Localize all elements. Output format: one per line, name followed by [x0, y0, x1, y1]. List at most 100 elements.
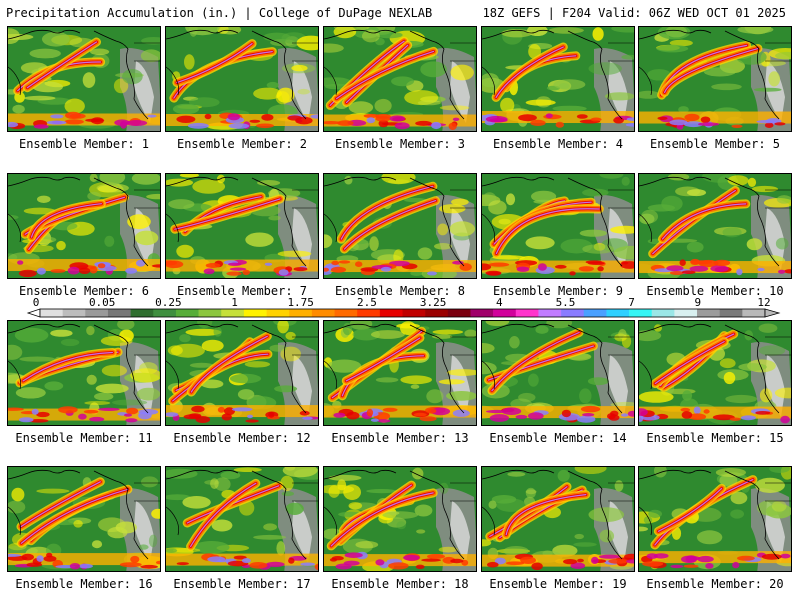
colorbar-tick-label: 0.05: [88, 296, 116, 309]
precip-map-17: [165, 466, 319, 572]
ensemble-panel-14: Ensemble Member: 14: [481, 320, 635, 460]
colorbar-scale: [26, 308, 781, 318]
colorbar-swatch: [402, 309, 426, 317]
colorbar-swatch: [243, 309, 267, 317]
chart-title: Precipitation Accumulation (in.) | Colle…: [6, 6, 433, 20]
ensemble-panel-17: Ensemble Member: 17: [165, 466, 319, 606]
precip-map-16: [7, 466, 161, 572]
ensemble-panel-15: Ensemble Member: 15: [638, 320, 792, 460]
colorbar-tick-label: 4: [495, 296, 503, 309]
colorbar-swatch: [651, 309, 675, 317]
colorbar-swatch: [674, 309, 698, 317]
run-valid-time: 18Z GEFS | F204 Valid: 06Z WED OCT 01 20…: [482, 6, 786, 20]
precip-map-19: [481, 466, 635, 572]
precip-map-9: [481, 173, 635, 279]
colorbar-swatch: [334, 309, 358, 317]
precip-map-3: [323, 26, 477, 132]
colorbar-swatch: [719, 309, 743, 317]
precip-map-1: [7, 26, 161, 132]
colorbar-tick-label: 0.25: [155, 296, 182, 309]
colorbar-swatch: [85, 309, 109, 317]
colorbar-swatch: [561, 309, 585, 317]
colorbar-swatch: [742, 309, 766, 317]
ensemble-panel-10: Ensemble Member: 10: [638, 173, 792, 313]
colorbar-swatch: [583, 309, 607, 317]
ensemble-member-label: Ensemble Member: 7: [176, 284, 308, 298]
precip-map-13: [323, 320, 477, 426]
precip-map-2: [165, 26, 319, 132]
ensemble-member-label: Ensemble Member: 9: [492, 284, 624, 298]
ensemble-panel-2: Ensemble Member: 2: [165, 26, 319, 166]
colorbar-swatch: [175, 309, 199, 317]
ensemble-member-label: Ensemble Member: 17: [173, 577, 311, 591]
ensemble-member-label: Ensemble Member: 5: [649, 137, 781, 151]
ensemble-panel-12: Ensemble Member: 12: [165, 320, 319, 460]
ensemble-panel-4: Ensemble Member: 4: [481, 26, 635, 166]
colorbar-swatch: [697, 309, 720, 317]
ensemble-panel-5: Ensemble Member: 5: [638, 26, 792, 166]
colorbar-swatch: [606, 309, 630, 317]
precip-map-7: [165, 173, 319, 279]
ensemble-panel-8: Ensemble Member: 8: [323, 173, 477, 313]
colorbar-swatch: [221, 309, 245, 317]
colorbar-swatch: [62, 309, 86, 317]
colorbar-max-arrow: [764, 308, 781, 318]
precip-map-4: [481, 26, 635, 132]
ensemble-member-label: Ensemble Member: 16: [15, 577, 153, 591]
ensemble-panel-6: Ensemble Member: 6: [7, 173, 161, 313]
colorbar-swatch: [311, 309, 335, 317]
ensemble-panel-18: Ensemble Member: 18: [323, 466, 477, 606]
colorbar-swatch: [289, 309, 313, 317]
ensemble-member-label: Ensemble Member: 15: [646, 431, 784, 445]
ensemble-member-label: Ensemble Member: 10: [646, 284, 784, 298]
colorbar-tick-label: 1: [231, 296, 238, 309]
ensemble-member-label: Ensemble Member: 4: [492, 137, 624, 151]
ensemble-panel-1: Ensemble Member: 1: [7, 26, 161, 166]
colorbar-tick-label: 5.5: [555, 296, 576, 309]
ensemble-member-label: Ensemble Member: 8: [334, 284, 466, 298]
colorbar-swatch: [425, 309, 449, 317]
ensemble-member-label: Ensemble Member: 14: [489, 431, 627, 445]
ensemble-panel-3: Ensemble Member: 3: [323, 26, 477, 166]
colorbar-min-arrow: [26, 308, 41, 318]
colorbar-tick-label: 12: [757, 296, 771, 309]
precip-map-20: [638, 466, 792, 572]
ensemble-panel-19: Ensemble Member: 19: [481, 466, 635, 606]
colorbar-swatch: [538, 309, 562, 317]
ensemble-member-label: Ensemble Member: 12: [173, 431, 311, 445]
colorbar-swatch: [107, 309, 131, 317]
ensemble-member-label: Ensemble Member: 20: [646, 577, 784, 591]
colorbar-legend: 0 0.05 0.25 1 1.75 2.5 3.25 4 5.5 7 9 12: [0, 297, 800, 321]
precip-map-12: [165, 320, 319, 426]
precip-map-11: [7, 320, 161, 426]
colorbar-swatch: [629, 309, 653, 317]
ensemble-panel-7: Ensemble Member: 7: [165, 173, 319, 313]
ensemble-member-label: Ensemble Member: 6: [18, 284, 150, 298]
ensemble-panel-9: Ensemble Member: 9: [481, 173, 635, 313]
colorbar-swatch: [447, 309, 471, 317]
colorbar-swatch: [266, 309, 290, 317]
ensemble-member-label: Ensemble Member: 19: [489, 577, 627, 591]
colorbar-tick-label: 3.25: [419, 296, 447, 309]
ensemble-panel-11: Ensemble Member: 11: [7, 320, 161, 460]
colorbar-swatch: [130, 309, 154, 317]
colorbar-swatch: [357, 309, 381, 317]
colorbar-tick-label: 2.5: [356, 296, 377, 309]
ensemble-member-label: Ensemble Member: 11: [15, 431, 153, 445]
precip-map-14: [481, 320, 635, 426]
colorbar-tick-label: 7: [628, 296, 635, 309]
colorbar-tick-label: 0: [32, 296, 40, 309]
ensemble-panel-13: Ensemble Member: 13: [323, 320, 477, 460]
colorbar-tick-label: 9: [694, 296, 702, 309]
ensemble-member-label: Ensemble Member: 2: [176, 137, 308, 151]
colorbar-tick-label: 1.75: [287, 296, 314, 309]
precip-map-18: [323, 466, 477, 572]
precip-map-8: [323, 173, 477, 279]
ensemble-panel-20: Ensemble Member: 20: [638, 466, 792, 606]
colorbar-swatch: [379, 309, 403, 317]
ensemble-panel-16: Ensemble Member: 16: [7, 466, 161, 606]
precip-map-10: [638, 173, 792, 279]
precip-map-6: [7, 173, 161, 279]
colorbar-swatch: [515, 309, 539, 317]
colorbar-swatch: [40, 309, 63, 317]
